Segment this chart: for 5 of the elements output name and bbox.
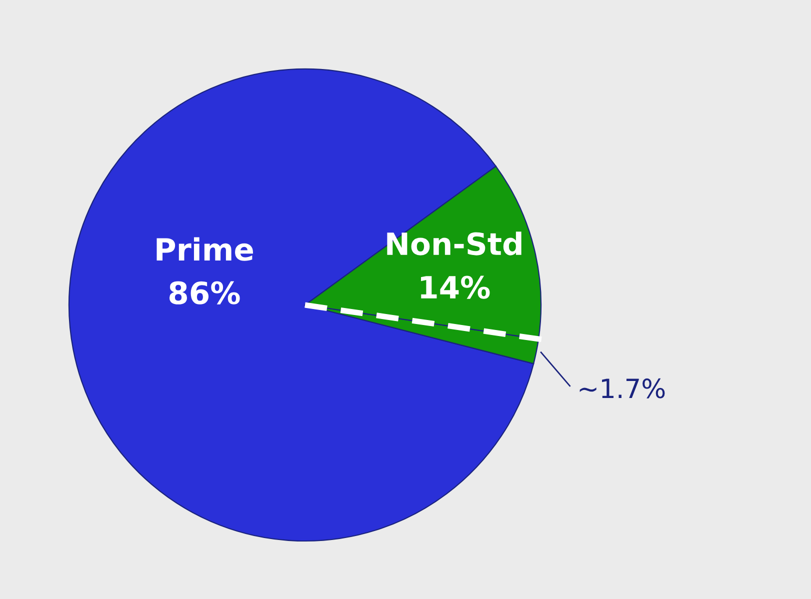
text: 86% [170, 281, 240, 304]
text: 14% [421, 276, 490, 299]
text: ~1.7% [580, 378, 665, 398]
slice-label: Prime [156, 237, 253, 261]
slice-label: Non-Std [387, 232, 522, 256]
